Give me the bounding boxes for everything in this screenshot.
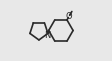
Text: O: O	[66, 12, 72, 21]
Text: N: N	[44, 31, 50, 40]
